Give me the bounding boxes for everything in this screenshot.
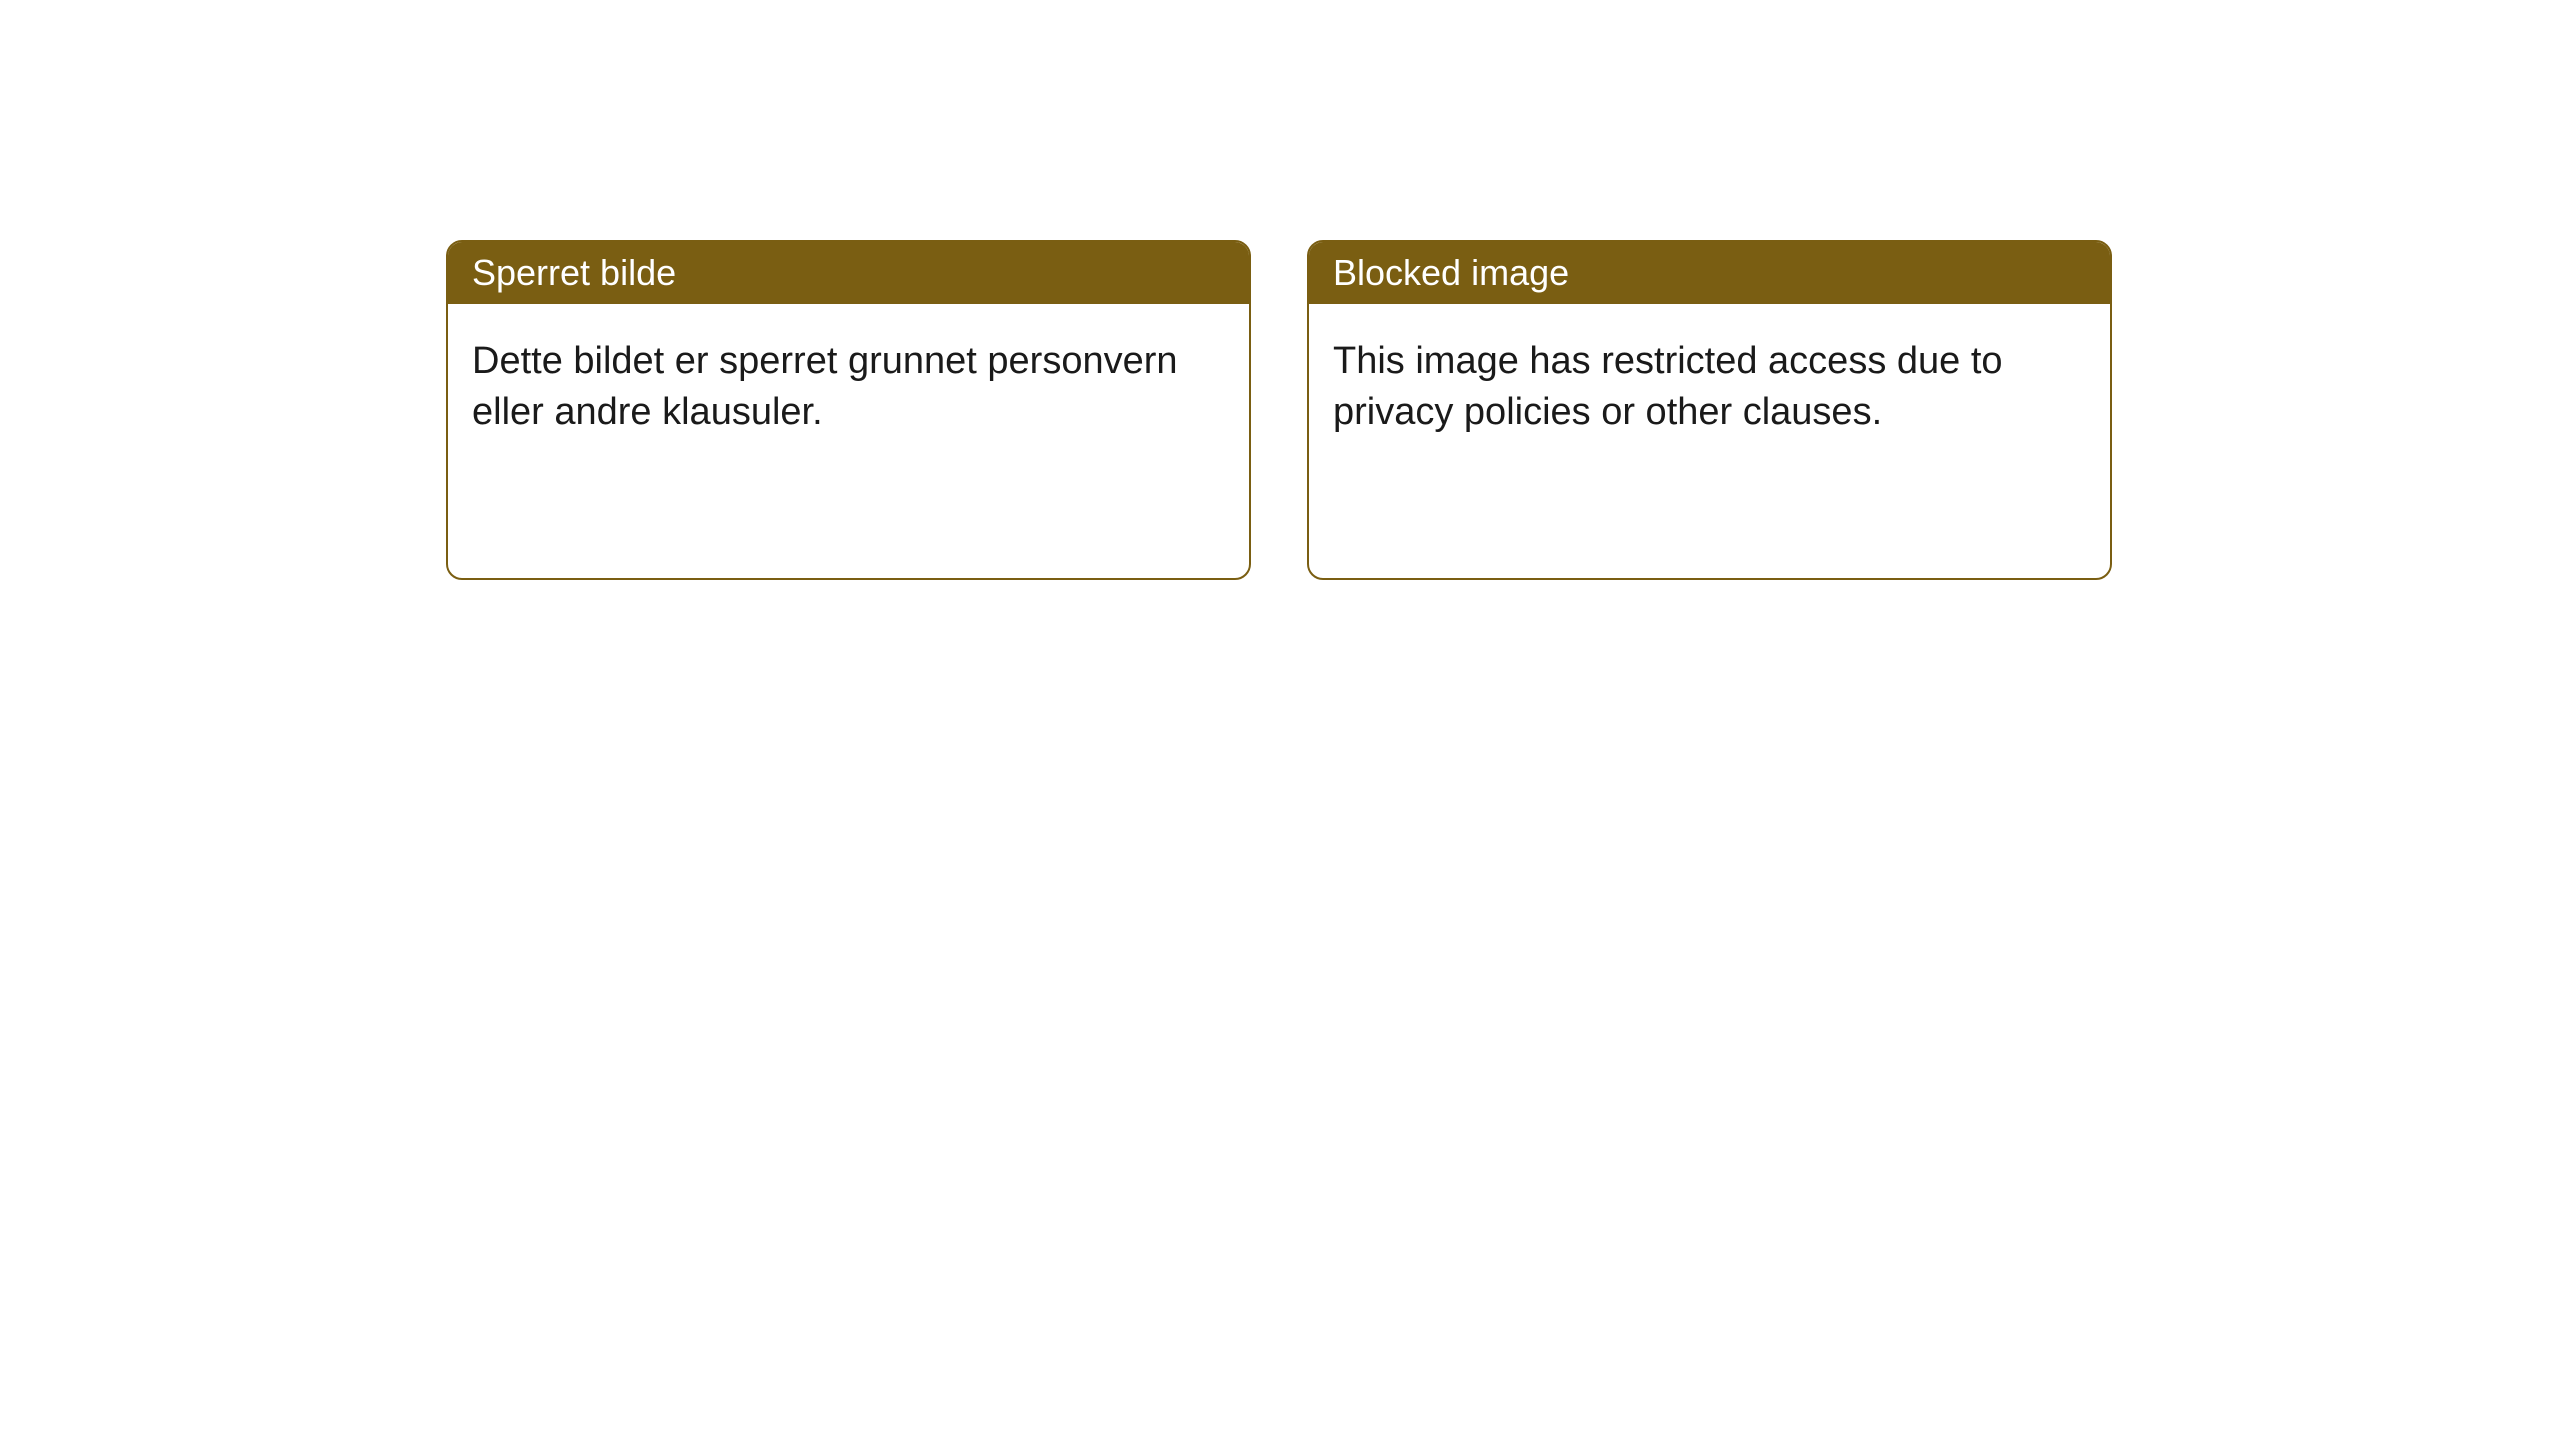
notice-body: Dette bildet er sperret grunnet personve… (448, 304, 1249, 471)
notice-body-text: This image has restricted access due to … (1333, 340, 2003, 433)
notice-header: Blocked image (1309, 242, 2110, 304)
notice-body: This image has restricted access due to … (1309, 304, 2110, 471)
notice-header: Sperret bilde (448, 242, 1249, 304)
notice-title: Blocked image (1333, 252, 1569, 293)
notice-card-norwegian: Sperret bilde Dette bildet er sperret gr… (446, 240, 1251, 580)
notice-card-english: Blocked image This image has restricted … (1307, 240, 2112, 580)
notice-container: Sperret bilde Dette bildet er sperret gr… (446, 240, 2112, 580)
notice-body-text: Dette bildet er sperret grunnet personve… (472, 340, 1178, 433)
notice-title: Sperret bilde (472, 252, 676, 293)
